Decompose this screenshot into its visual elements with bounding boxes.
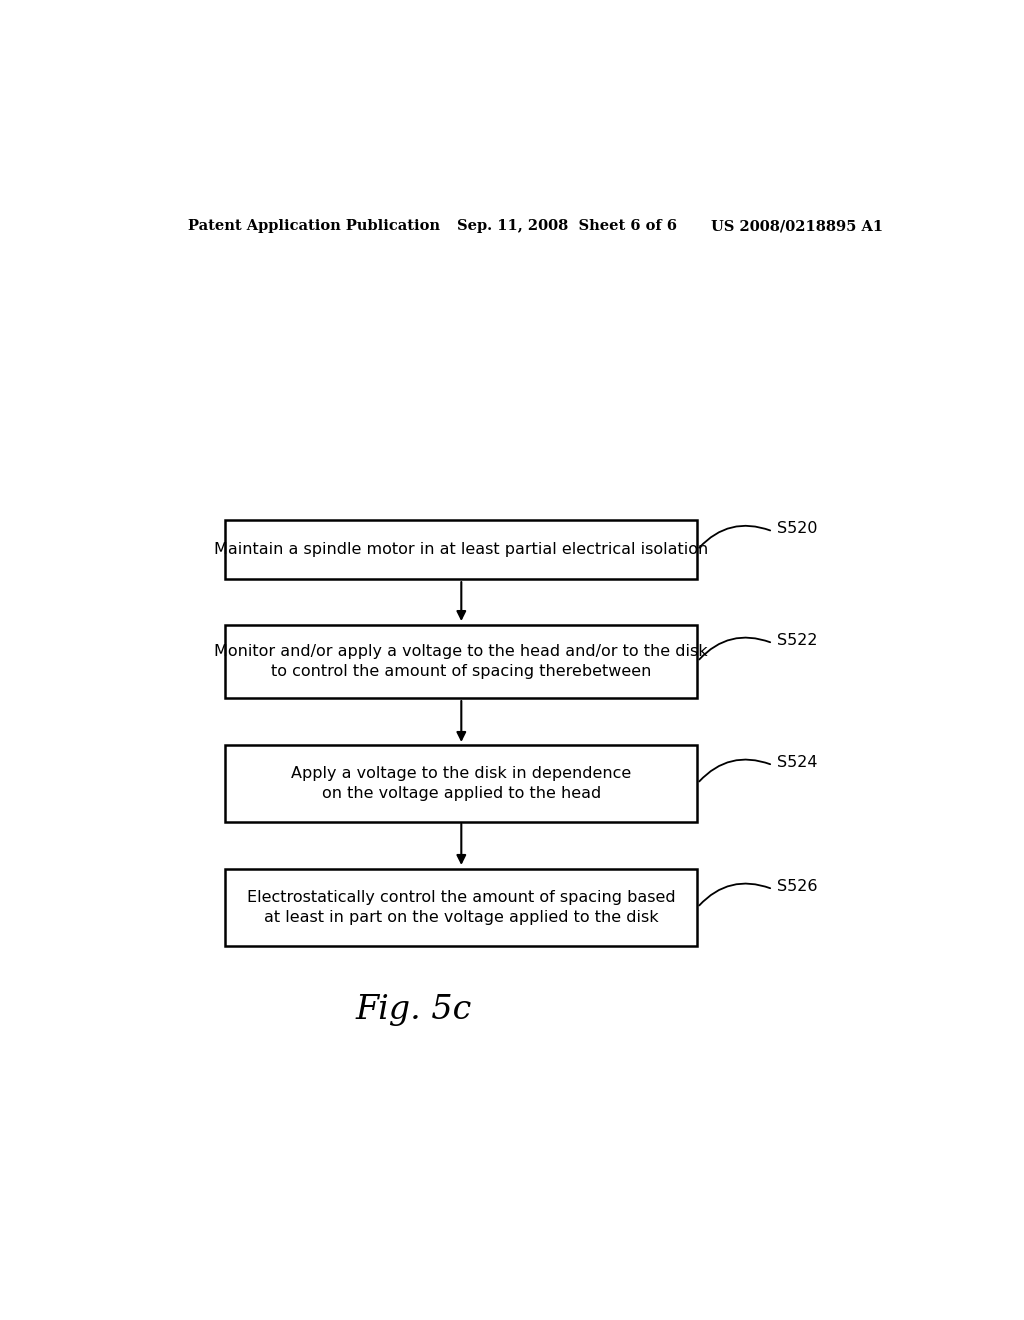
Bar [225,746,697,821]
Bar [225,870,697,945]
Text: S522: S522 [777,632,817,648]
Text: S526: S526 [777,879,817,894]
Text: S520: S520 [777,521,817,536]
Bar [225,624,697,698]
Text: S524: S524 [777,755,817,770]
Text: Electrostatically control the amount of spacing based
at least in part on the vo: Electrostatically control the amount of … [247,890,676,925]
Text: Monitor and/or apply a voltage to the head and/or to the disk
to control the amo: Monitor and/or apply a voltage to the he… [214,644,709,678]
Text: Apply a voltage to the disk in dependence
on the voltage applied to the head: Apply a voltage to the disk in dependenc… [291,766,632,801]
Text: Maintain a spindle motor in at least partial electrical isolation: Maintain a spindle motor in at least par… [214,543,709,557]
Bar [225,520,697,579]
Text: Patent Application Publication: Patent Application Publication [187,219,439,234]
Text: Fig. 5c: Fig. 5c [355,994,472,1026]
Text: US 2008/0218895 A1: US 2008/0218895 A1 [712,219,884,234]
Text: Sep. 11, 2008  Sheet 6 of 6: Sep. 11, 2008 Sheet 6 of 6 [458,219,677,234]
